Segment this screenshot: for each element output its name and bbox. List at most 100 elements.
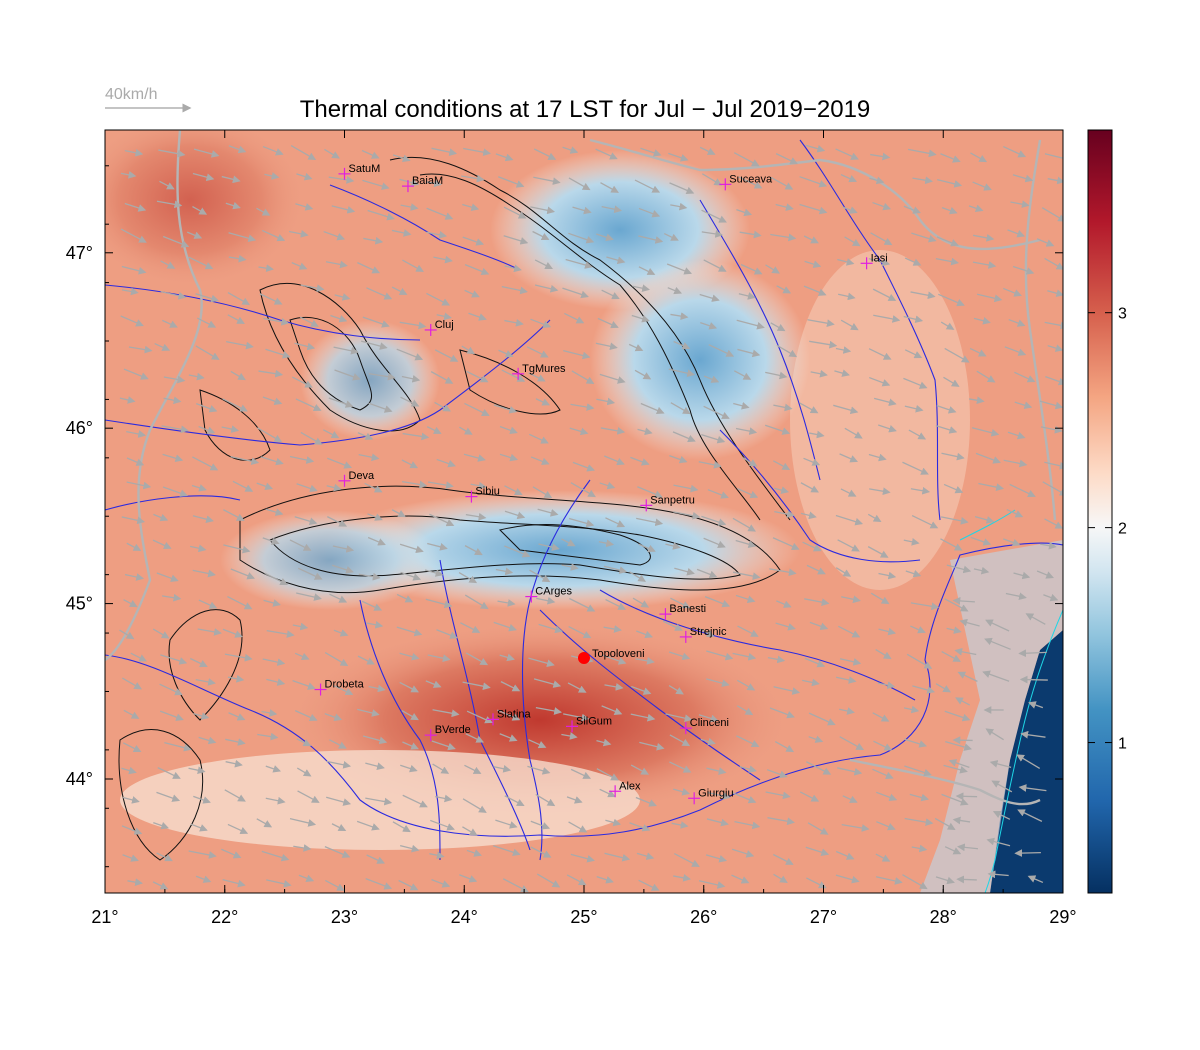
wind-arrow — [698, 627, 715, 637]
wind-arrow — [154, 342, 171, 351]
wind-arrow — [357, 262, 381, 274]
wind-arrow — [361, 340, 388, 350]
wind-arrow — [392, 821, 411, 833]
wind-arrow — [698, 880, 726, 889]
city-label: TgMures — [522, 363, 566, 375]
wind-arrow — [466, 710, 493, 724]
wind-arrow — [391, 509, 406, 518]
wind-arrow — [976, 293, 1003, 303]
wind-arrow — [538, 543, 560, 551]
wind-arrow — [195, 403, 218, 413]
wind-arrow — [261, 709, 278, 717]
wind-arrow — [570, 403, 595, 411]
wind-arrow — [669, 455, 688, 464]
wind-arrow — [739, 230, 762, 239]
wind-arrow — [799, 203, 828, 215]
wind-arrow — [193, 712, 210, 720]
wind-arrow — [1042, 481, 1063, 496]
wind-arrow — [364, 482, 383, 493]
wind-arrow — [707, 489, 729, 499]
city-alex: Alex — [609, 780, 641, 798]
colorbar — [1087, 129, 1113, 894]
wind-arrow — [701, 173, 723, 186]
wind-arrow — [126, 481, 152, 490]
wind-arrow — [163, 375, 186, 384]
wind-arrow — [804, 260, 822, 268]
wind-arrow — [940, 153, 961, 163]
wind-arrow — [120, 170, 137, 179]
wind-arrow — [504, 795, 525, 807]
wind-arrow — [263, 317, 290, 326]
wind-arrow — [564, 312, 585, 324]
wind-arrow — [399, 681, 420, 693]
wind-arrow — [737, 487, 759, 499]
wind-arrow — [163, 396, 182, 405]
wind-arrow — [701, 433, 726, 444]
city-giurgiu: Giurgiu — [688, 787, 734, 805]
wind-arrow — [528, 657, 555, 668]
wind-arrow — [324, 879, 345, 891]
wind-arrow — [266, 629, 295, 638]
wind-arrow — [367, 209, 395, 221]
wind-arrow — [1019, 675, 1048, 684]
wind-arrow — [495, 567, 514, 576]
rivers — [105, 139, 1063, 861]
wind-arrow — [1027, 875, 1044, 884]
wind-arrow — [878, 627, 897, 636]
wind-arrow — [329, 593, 348, 603]
wind-arrow — [461, 174, 485, 183]
wind-arrow — [504, 318, 524, 327]
wind-arrow — [128, 345, 153, 354]
wind-arrow — [191, 484, 207, 492]
wind-arrow — [399, 178, 420, 187]
wind-arrow — [868, 453, 887, 462]
wind-arrow — [504, 545, 531, 558]
wind-arrow — [530, 318, 552, 328]
wind-arrow — [596, 875, 614, 884]
wind-arrow — [119, 396, 136, 404]
wind-arrow — [952, 597, 975, 605]
wind-arrow — [603, 625, 622, 633]
wind-arrow — [872, 712, 890, 722]
wind-arrow — [465, 512, 487, 521]
wind-arrow — [1002, 538, 1021, 547]
wind-arrow — [634, 369, 652, 380]
wind-arrow — [663, 232, 679, 241]
city-label: Clinceni — [690, 717, 729, 729]
wind-arrow — [631, 314, 650, 323]
wind-arrow — [532, 230, 550, 240]
wind-arrow — [636, 630, 653, 639]
wind-arrow — [601, 289, 620, 300]
wind-arrow — [802, 678, 820, 687]
wind-arrow — [334, 369, 361, 381]
wind-arrow — [186, 231, 203, 239]
wind-arrow — [841, 595, 861, 604]
wind-arrow — [222, 628, 243, 638]
wind-arrow — [662, 620, 683, 631]
wind-arrow — [123, 368, 149, 380]
wind-arrow — [498, 349, 514, 358]
wind-arrow — [736, 319, 765, 330]
wind-arrow — [971, 427, 1000, 437]
contour-line — [259, 283, 421, 432]
wind-arrow — [122, 742, 142, 753]
wind-arrow — [158, 149, 186, 158]
wind-arrow — [596, 738, 612, 747]
wind-arrow — [604, 683, 624, 691]
wind-arrow — [1014, 371, 1036, 383]
wind-arrow — [162, 453, 184, 462]
wind-arrow — [399, 652, 420, 661]
wind-arrow — [458, 572, 478, 584]
wind-arrow — [875, 876, 903, 885]
wind-arrow — [1010, 200, 1030, 208]
wind-arrow — [432, 709, 460, 718]
river-timis — [105, 495, 241, 511]
wind-arrow — [1036, 570, 1055, 579]
wind-arrow — [530, 846, 552, 858]
wind-arrow — [434, 349, 459, 362]
wind-arrow — [565, 258, 593, 269]
lat-tick-label: 47° — [66, 243, 93, 263]
contour-line — [419, 173, 761, 521]
wind-arrow — [333, 629, 349, 637]
